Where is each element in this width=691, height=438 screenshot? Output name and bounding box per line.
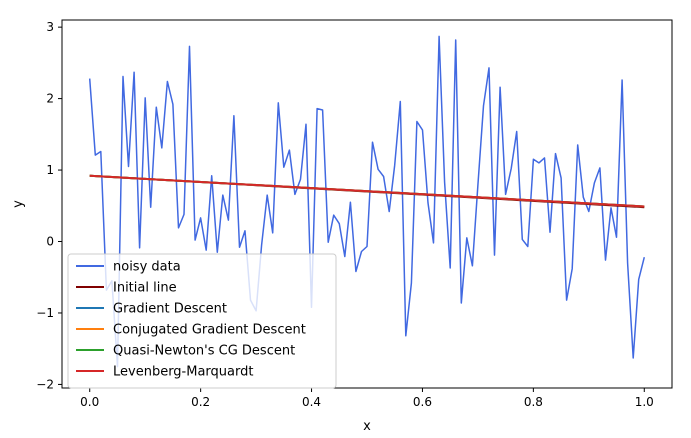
y-tick-label: 1: [46, 163, 54, 177]
legend-label: noisy data: [113, 260, 181, 275]
series-layer: [88, 35, 646, 368]
legend-box: [67, 253, 337, 389]
y-axis-label: y: [11, 200, 26, 208]
y-tick-label: −2: [36, 377, 54, 391]
legend-label: Conjugated Gradient Descent: [113, 323, 306, 338]
x-axis-label: x: [363, 419, 371, 434]
legend-label: Gradient Descent: [113, 302, 227, 317]
legend-label: Levenberg-Marquardt: [113, 365, 253, 380]
y-axis: −2 −1 0 1 2 3: [36, 20, 62, 391]
y-tick-label: 3: [46, 20, 54, 34]
legend: noisy data Initial line Gradient Descent Co…: [67, 253, 337, 389]
y-tick-label: −1: [36, 306, 54, 320]
x-tick-label: 0.0: [80, 395, 99, 409]
plot-frame: [61, 19, 673, 389]
legend-label: Initial line: [113, 281, 177, 296]
y-tick-label: 2: [46, 92, 54, 106]
legend-label: Quasi-Newton's CG Descent: [113, 344, 295, 359]
x-tick-label: 0.4: [302, 395, 321, 409]
series-line-5: [89, 174, 645, 208]
y-tick-label: 0: [46, 235, 54, 249]
x-tick-label: 0.6: [413, 395, 432, 409]
series-line-0: [88, 35, 646, 368]
x-tick-label: 0.8: [524, 395, 543, 409]
x-tick-label: 0.2: [191, 395, 210, 409]
x-tick-label: 1.0: [635, 395, 654, 409]
x-axis: 0.0 0.2 0.4 0.6 0.8 1.0: [80, 388, 654, 409]
